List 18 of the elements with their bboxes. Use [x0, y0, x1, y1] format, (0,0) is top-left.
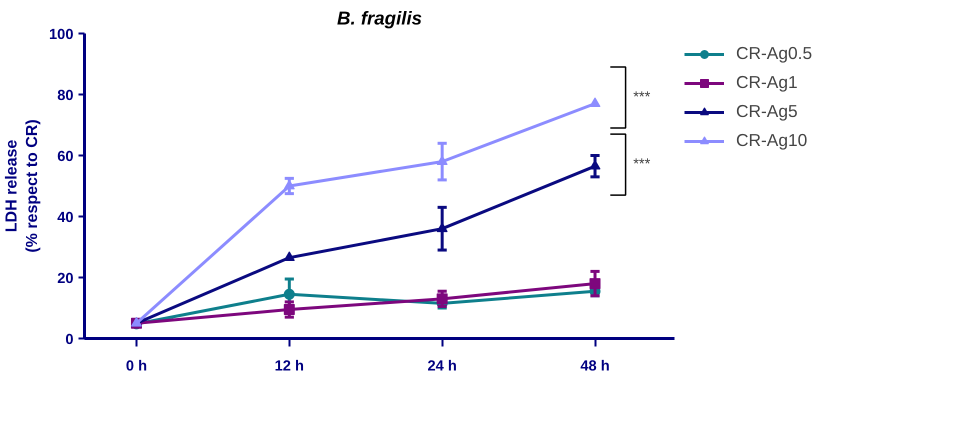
y-tick-label: 100: [49, 27, 74, 43]
legend-label: CR-Ag10: [736, 130, 808, 151]
y-axis-title: LDH release (% respect to CR): [4, 119, 42, 253]
y-tick-label: 40: [57, 210, 74, 226]
y-tick-label: 60: [57, 149, 74, 165]
y-tick-label: 80: [57, 88, 74, 104]
x-tick-label: 24 h: [428, 358, 457, 374]
annotation: ***: [633, 156, 651, 173]
x-tick-label: 12 h: [274, 358, 304, 374]
annotation: ***: [633, 90, 651, 106]
y-tick-label: 20: [57, 271, 74, 287]
x-tick-label: 48 h: [580, 358, 610, 374]
chart-title: B. fragilis: [336, 8, 422, 28]
y-tick-label: 0: [65, 332, 74, 348]
x-tick-label: 0 h: [126, 358, 148, 374]
legend-label: CR-Ag5: [736, 101, 798, 122]
legend-label: CR-Ag1: [736, 72, 798, 93]
legend-label: CR-Ag0.5: [736, 43, 812, 64]
